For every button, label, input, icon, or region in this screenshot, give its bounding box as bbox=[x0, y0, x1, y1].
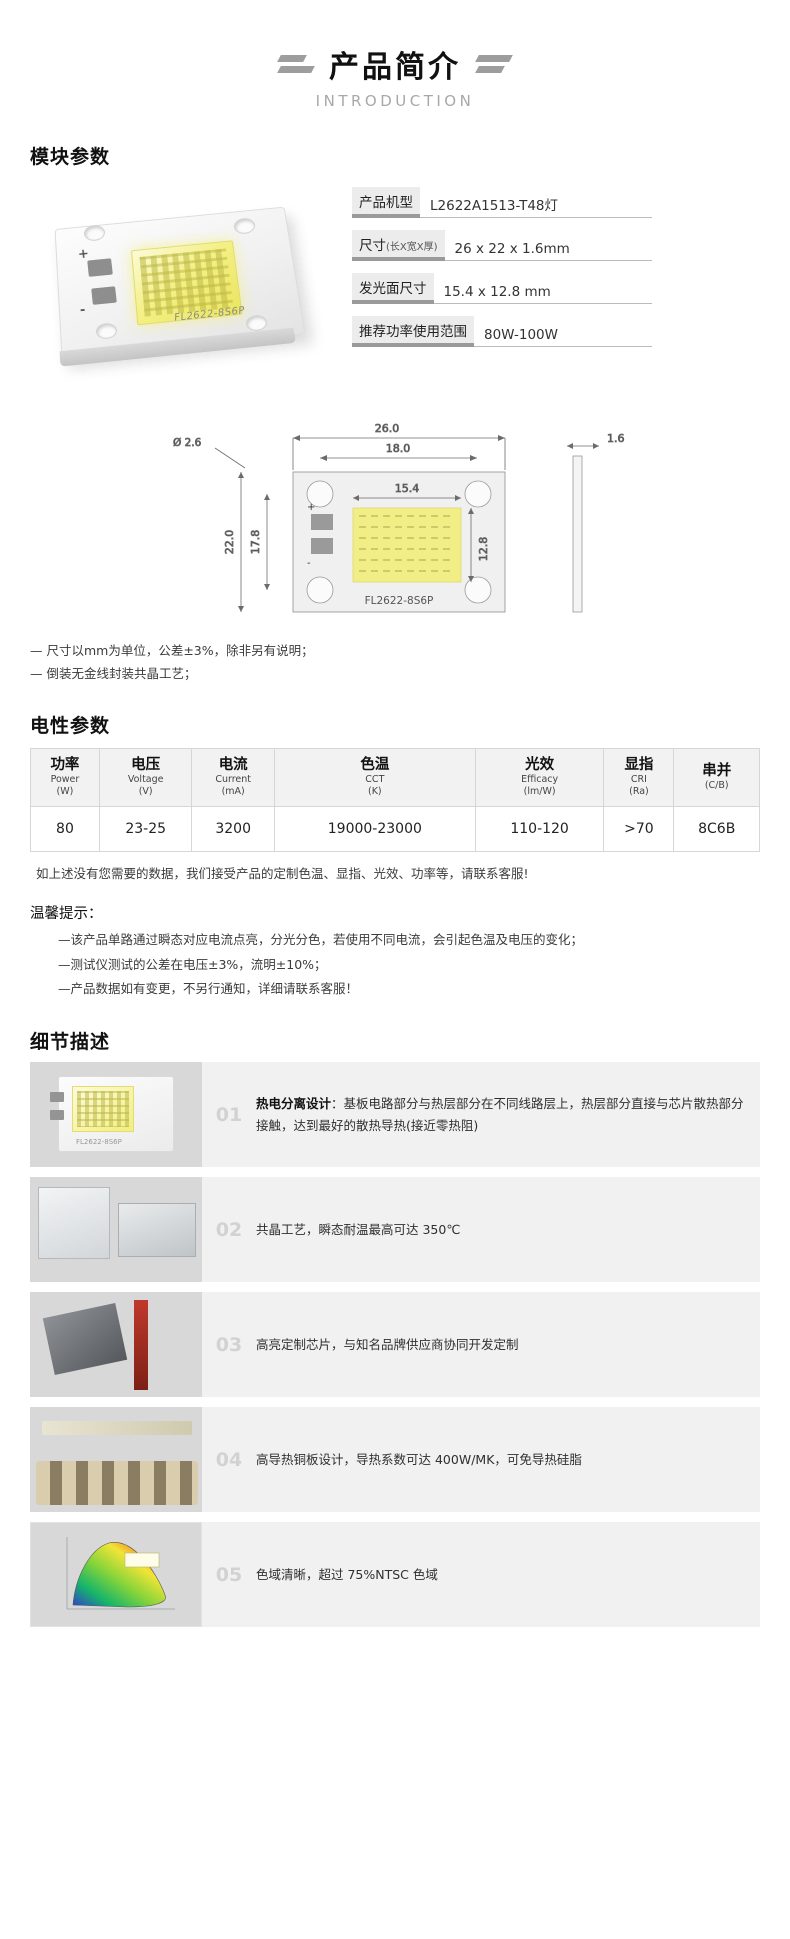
table-cell: >70 bbox=[603, 806, 675, 853]
spec-row: 推荐功率使用范围 80W-100W bbox=[352, 316, 652, 347]
detail-card-body: 高亮定制芯片，与知名品牌供应商协同开发定制 bbox=[256, 1336, 519, 1352]
table-col-current: 电流 Current (mA) bbox=[191, 748, 275, 808]
technical-drawing: 26.0 18.0 Ø 2.6 + - bbox=[173, 422, 625, 613]
page-banner: 产品简介 INTRODUCTION bbox=[0, 0, 790, 116]
detail-card-number: 03 bbox=[202, 1292, 256, 1398]
solder-pad-icon bbox=[87, 258, 113, 277]
detail-card-body: 高导热铜板设计，导热系数可达 400W/MK，可免导热硅脂 bbox=[256, 1451, 582, 1467]
detail-card-text: 色域清晰，超过 75%NTSC 色域 bbox=[256, 1522, 760, 1627]
drawing-polarity-minus: - bbox=[307, 558, 311, 569]
table-cell: 23-25 bbox=[98, 806, 193, 853]
spec-row: 发光面尺寸 15.4 x 12.8 mm bbox=[352, 273, 652, 304]
product-intro-page: 产品简介 INTRODUCTION 模块参数 + - FL2622-8S6P 产… bbox=[0, 0, 790, 1677]
detail-card-text: 共晶工艺，瞬态耐温最高可达 350℃ bbox=[256, 1177, 760, 1282]
table-cell: 8C6B bbox=[673, 806, 760, 853]
page-subtitle: INTRODUCTION bbox=[315, 92, 475, 110]
spec-row: 尺寸(长X宽X厚) 26 x 22 x 1.6mm bbox=[352, 230, 652, 261]
tips-title: 温馨提示： bbox=[30, 906, 103, 923]
tip-item: —测试仪测试的公差在电压±3%，流明±10%； bbox=[58, 956, 327, 972]
spec-value: 80W-100W bbox=[474, 323, 652, 347]
detail-thumbnail-eutectic-machine bbox=[30, 1177, 202, 1283]
table-cell: 110-120 bbox=[474, 806, 605, 853]
detail-thumbnail-die-bonding bbox=[30, 1292, 202, 1398]
electrical-params-table: 功率 Power (W) 电压 Voltage (V) 电流 Current (… bbox=[30, 748, 760, 853]
detail-card: 03 高亮定制芯片，与知名品牌供应商协同开发定制 bbox=[30, 1292, 760, 1398]
note-line: — 倒装无金线封装共晶工艺； bbox=[30, 666, 197, 682]
table-col-power: 功率 Power (W) bbox=[30, 748, 100, 808]
spec-key: 发光面尺寸 bbox=[352, 273, 434, 304]
table-cell: 3200 bbox=[191, 806, 275, 853]
tip-item: —产品数据如有变更，不另行通知，详细请联系客服！ bbox=[58, 980, 359, 996]
polarity-plus-label: + bbox=[77, 246, 90, 263]
detail-card-number: 02 bbox=[202, 1177, 256, 1283]
detail-card-list: FL2622-8S6P 01 热电分离设计：基板电路部分与热层部分在不同线路层上… bbox=[0, 1062, 790, 1628]
detail-card-body: 色域清晰，超过 75%NTSC 色域 bbox=[256, 1566, 438, 1582]
spec-row: 产品机型 L2622A1513-T48灯 bbox=[352, 187, 652, 218]
led-chip-illustration: + - FL2622-8S6P bbox=[48, 199, 318, 374]
table-col-efficacy: 光效 Efficacy (lm/W) bbox=[474, 748, 605, 808]
spec-value: 26 x 22 x 1.6mm bbox=[444, 237, 652, 261]
dim-emit-height: 12.8 bbox=[477, 537, 490, 562]
detail-card-lead: 热电分离设计 bbox=[256, 1095, 332, 1111]
table-col-voltage: 电压 Voltage (V) bbox=[98, 748, 193, 808]
table-custom-note: 如上述没有您需要的数据，我们接受产品的定制色温、显指、光效、功率等，请联系客服! bbox=[36, 866, 529, 882]
note-line: — 尺寸以mm为单位，公差±3%，除非另有说明； bbox=[30, 643, 314, 658]
spec-key: 尺寸(长X宽X厚) bbox=[352, 230, 445, 261]
table-row: 80 23-25 3200 19000-23000 110-120 >70 8C… bbox=[30, 806, 760, 853]
detail-card-number: 05 bbox=[202, 1522, 256, 1628]
detail-card: 04 高导热铜板设计，导热系数可达 400W/MK，可免导热硅脂 bbox=[30, 1407, 760, 1513]
detail-card-text: 高导热铜板设计，导热系数可达 400W/MK，可免导热硅脂 bbox=[256, 1407, 760, 1512]
section-title-electrical: 电性参数 bbox=[30, 715, 111, 738]
technical-drawing-wrap: 26.0 18.0 Ø 2.6 + - bbox=[0, 410, 790, 625]
detail-card: 05 色域清晰，超过 75%NTSC 色域 bbox=[30, 1522, 760, 1628]
spec-value: L2622A1513-T48灯 bbox=[420, 190, 652, 218]
spec-key: 推荐功率使用范围 bbox=[352, 316, 474, 347]
tips-block: 温馨提示： —该产品单路通过瞬态对应电流点亮，分光分色，若使用不同电流，会引起色… bbox=[30, 902, 790, 1001]
detail-card-number: 01 bbox=[202, 1062, 256, 1168]
dim-height-inner: 17.8 bbox=[249, 530, 262, 555]
detail-card-body: ：基板电路部分与热层部分在不同线路层上，热层部分直接与芯片散热部分接触，达到最好… bbox=[256, 1095, 744, 1133]
drawing-polarity-plus: + bbox=[307, 502, 315, 513]
table-cell: 19000-23000 bbox=[273, 806, 476, 853]
cie-diagram-icon bbox=[66, 1537, 175, 1610]
detail-thumbnail-chip: FL2622-8S6P bbox=[30, 1062, 202, 1168]
spec-value: 15.4 x 12.8 mm bbox=[433, 280, 652, 304]
table-col-cct: 色温 CCT (K) bbox=[273, 748, 476, 808]
section-title-module: 模块参数 bbox=[30, 146, 111, 168]
banner-deco-left-icon bbox=[277, 55, 315, 73]
detail-card-text: 热电分离设计：基板电路部分与热层部分在不同线路层上，热层部分直接与芯片散热部分接… bbox=[256, 1062, 760, 1167]
dim-width-inner: 18.0 bbox=[386, 442, 411, 455]
spec-key: 产品机型 bbox=[352, 187, 420, 218]
thumb-part-label: FL2622-8S6P bbox=[76, 1138, 122, 1147]
page-title: 产品简介 bbox=[329, 50, 461, 85]
module-params-block: + - FL2622-8S6P 产品机型 L2622A1513-T48灯 尺寸(… bbox=[0, 177, 790, 402]
table-header-row: 功率 Power (W) 电压 Voltage (V) 电流 Current (… bbox=[30, 748, 760, 808]
solder-pad-icon bbox=[91, 286, 117, 305]
spec-list: 产品机型 L2622A1513-T48灯 尺寸(长X宽X厚) 26 x 22 x… bbox=[352, 187, 652, 359]
detail-thumbnail-copper-substrate bbox=[30, 1407, 202, 1513]
table-cell: 80 bbox=[30, 806, 100, 853]
detail-card: 02 共晶工艺，瞬态耐温最高可达 350℃ bbox=[30, 1177, 760, 1283]
detail-thumbnail-cie-chart bbox=[30, 1522, 202, 1628]
dim-thickness: 1.6 bbox=[607, 432, 625, 445]
dim-height-outer: 22.0 bbox=[223, 530, 236, 555]
drawing-notes: — 尺寸以mm为单位，公差±3%，除非另有说明； — 倒装无金线封装共晶工艺； bbox=[30, 639, 790, 685]
tip-item: —该产品单路通过瞬态对应电流点亮，分光分色，若使用不同电流，会引起色温及电压的变… bbox=[58, 932, 584, 948]
dim-emit-width: 15.4 bbox=[395, 482, 420, 495]
detail-card-body: 共晶工艺，瞬态耐温最高可达 350℃ bbox=[256, 1221, 461, 1237]
banner-deco-right-icon bbox=[475, 55, 513, 73]
table-col-series-parallel: 串并 (C/B) bbox=[673, 748, 760, 808]
detail-card: FL2622-8S6P 01 热电分离设计：基板电路部分与热层部分在不同线路层上… bbox=[30, 1062, 760, 1168]
dim-hole-diameter: Ø 2.6 bbox=[173, 437, 202, 449]
detail-card-text: 高亮定制芯片，与知名品牌供应商协同开发定制 bbox=[256, 1292, 760, 1397]
detail-card-number: 04 bbox=[202, 1407, 256, 1513]
drawing-part-label: FL2622-8S6P bbox=[365, 595, 434, 607]
section-title-details: 细节描述 bbox=[30, 1031, 111, 1054]
dim-width-outer: 26.0 bbox=[375, 422, 400, 435]
table-col-cri: 显指 CRI (Ra) bbox=[603, 748, 675, 808]
